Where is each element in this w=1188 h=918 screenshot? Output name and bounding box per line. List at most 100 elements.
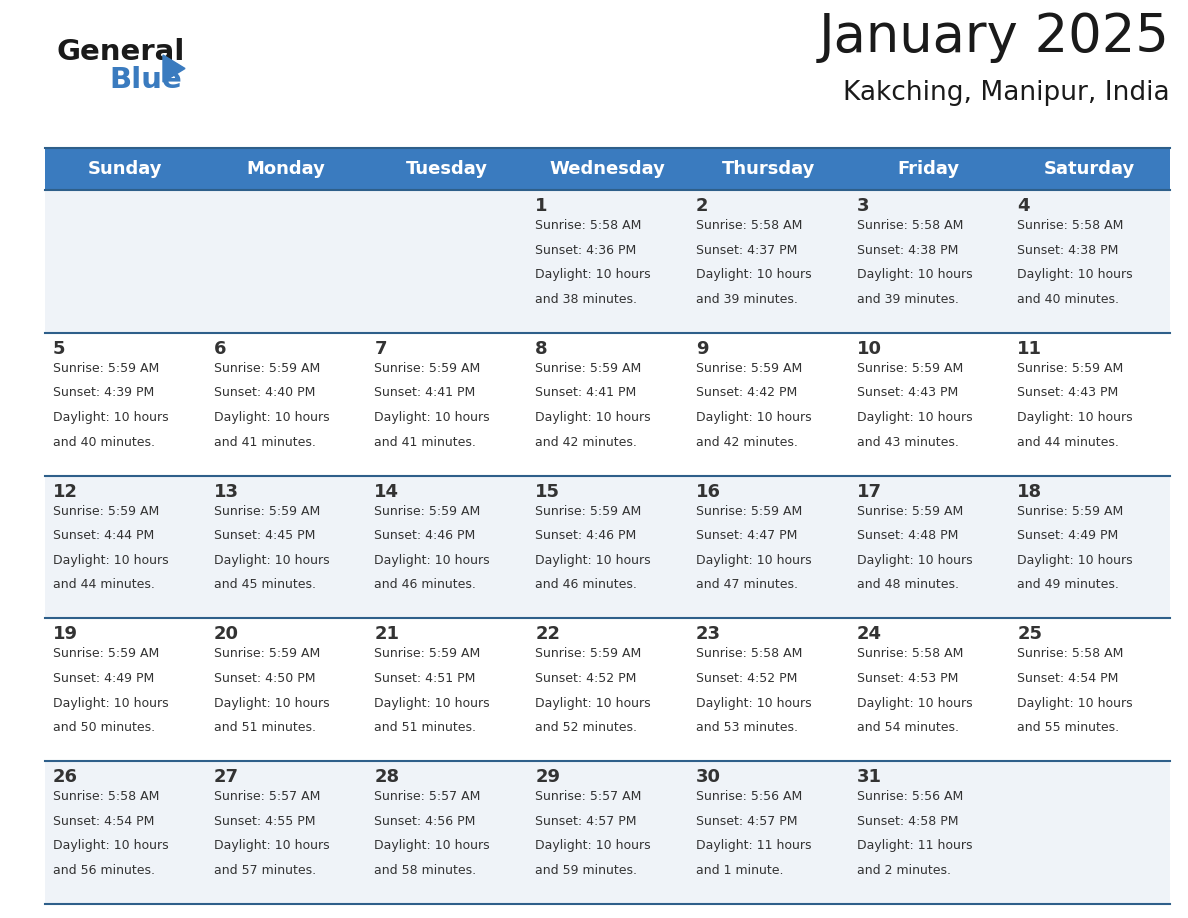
Text: Monday: Monday — [247, 160, 326, 178]
Text: and 42 minutes.: and 42 minutes. — [696, 436, 797, 449]
Text: Sunrise: 5:59 AM: Sunrise: 5:59 AM — [214, 362, 320, 375]
Text: 25: 25 — [1017, 625, 1042, 644]
Text: Sunset: 4:52 PM: Sunset: 4:52 PM — [535, 672, 637, 685]
Text: and 52 minutes.: and 52 minutes. — [535, 722, 637, 734]
Text: Daylight: 10 hours: Daylight: 10 hours — [535, 268, 651, 281]
Text: and 39 minutes.: and 39 minutes. — [857, 293, 959, 306]
Text: Sunrise: 5:59 AM: Sunrise: 5:59 AM — [535, 362, 642, 375]
Text: Daylight: 10 hours: Daylight: 10 hours — [214, 839, 329, 853]
Text: Sunrise: 5:59 AM: Sunrise: 5:59 AM — [53, 505, 159, 518]
Text: Sunrise: 5:59 AM: Sunrise: 5:59 AM — [1017, 505, 1124, 518]
Bar — [45, 476, 1170, 619]
Text: 22: 22 — [535, 625, 561, 644]
Text: and 41 minutes.: and 41 minutes. — [374, 436, 476, 449]
Text: Friday: Friday — [898, 160, 960, 178]
Text: Daylight: 10 hours: Daylight: 10 hours — [374, 554, 491, 566]
Text: Sunrise: 5:59 AM: Sunrise: 5:59 AM — [696, 362, 802, 375]
Text: Sunrise: 5:59 AM: Sunrise: 5:59 AM — [696, 505, 802, 518]
Text: Daylight: 10 hours: Daylight: 10 hours — [857, 554, 972, 566]
Text: 16: 16 — [696, 483, 721, 500]
Text: Daylight: 10 hours: Daylight: 10 hours — [374, 697, 491, 710]
Text: and 57 minutes.: and 57 minutes. — [214, 864, 316, 877]
Text: Sunset: 4:51 PM: Sunset: 4:51 PM — [374, 672, 476, 685]
Text: Sunrise: 5:56 AM: Sunrise: 5:56 AM — [696, 790, 802, 803]
Text: January 2025: January 2025 — [819, 11, 1170, 63]
Text: Sunrise: 5:59 AM: Sunrise: 5:59 AM — [535, 647, 642, 660]
Text: Daylight: 10 hours: Daylight: 10 hours — [535, 839, 651, 853]
Text: Daylight: 10 hours: Daylight: 10 hours — [696, 697, 811, 710]
Text: Daylight: 10 hours: Daylight: 10 hours — [53, 554, 169, 566]
Text: 13: 13 — [214, 483, 239, 500]
Text: Sunrise: 5:56 AM: Sunrise: 5:56 AM — [857, 790, 962, 803]
Text: 24: 24 — [857, 625, 881, 644]
Text: and 43 minutes.: and 43 minutes. — [857, 436, 959, 449]
Text: Sunrise: 5:58 AM: Sunrise: 5:58 AM — [857, 647, 963, 660]
Text: Daylight: 10 hours: Daylight: 10 hours — [214, 554, 329, 566]
Text: 26: 26 — [53, 768, 78, 786]
Bar — [45, 148, 1170, 190]
Text: and 44 minutes.: and 44 minutes. — [53, 578, 154, 591]
Text: Daylight: 10 hours: Daylight: 10 hours — [535, 697, 651, 710]
Text: 10: 10 — [857, 340, 881, 358]
Text: Sunrise: 5:58 AM: Sunrise: 5:58 AM — [857, 219, 963, 232]
Text: and 38 minutes.: and 38 minutes. — [535, 293, 637, 306]
Text: and 40 minutes.: and 40 minutes. — [53, 436, 154, 449]
Text: and 48 minutes.: and 48 minutes. — [857, 578, 959, 591]
Text: Sunset: 4:52 PM: Sunset: 4:52 PM — [696, 672, 797, 685]
Text: Sunrise: 5:57 AM: Sunrise: 5:57 AM — [535, 790, 642, 803]
Text: and 56 minutes.: and 56 minutes. — [53, 864, 154, 877]
Text: Sunset: 4:55 PM: Sunset: 4:55 PM — [214, 815, 315, 828]
Text: Daylight: 10 hours: Daylight: 10 hours — [53, 839, 169, 853]
Text: 28: 28 — [374, 768, 399, 786]
Text: 23: 23 — [696, 625, 721, 644]
Text: Kakching, Manipur, India: Kakching, Manipur, India — [843, 80, 1170, 106]
Text: Daylight: 10 hours: Daylight: 10 hours — [1017, 554, 1133, 566]
Text: 30: 30 — [696, 768, 721, 786]
Text: 8: 8 — [535, 340, 548, 358]
Text: Daylight: 10 hours: Daylight: 10 hours — [696, 411, 811, 424]
Text: 21: 21 — [374, 625, 399, 644]
Text: Sunset: 4:38 PM: Sunset: 4:38 PM — [1017, 243, 1119, 257]
Text: Thursday: Thursday — [721, 160, 815, 178]
Text: Sunset: 4:45 PM: Sunset: 4:45 PM — [214, 529, 315, 543]
Text: Daylight: 10 hours: Daylight: 10 hours — [535, 554, 651, 566]
Text: Sunday: Sunday — [88, 160, 163, 178]
Text: and 45 minutes.: and 45 minutes. — [214, 578, 316, 591]
Text: Blue: Blue — [109, 66, 182, 94]
Text: Saturday: Saturday — [1044, 160, 1136, 178]
Text: 1: 1 — [535, 197, 548, 215]
Text: 6: 6 — [214, 340, 226, 358]
Text: Sunset: 4:38 PM: Sunset: 4:38 PM — [857, 243, 958, 257]
Text: Sunrise: 5:59 AM: Sunrise: 5:59 AM — [857, 362, 962, 375]
Text: 2: 2 — [696, 197, 708, 215]
Text: and 53 minutes.: and 53 minutes. — [696, 722, 798, 734]
Text: 20: 20 — [214, 625, 239, 644]
Text: Daylight: 11 hours: Daylight: 11 hours — [696, 839, 811, 853]
Text: Sunrise: 5:59 AM: Sunrise: 5:59 AM — [535, 505, 642, 518]
Text: and 40 minutes.: and 40 minutes. — [1017, 293, 1119, 306]
Text: Sunset: 4:40 PM: Sunset: 4:40 PM — [214, 386, 315, 399]
Text: and 50 minutes.: and 50 minutes. — [53, 722, 156, 734]
Text: 3: 3 — [857, 197, 870, 215]
Text: Sunset: 4:54 PM: Sunset: 4:54 PM — [53, 815, 154, 828]
Text: and 49 minutes.: and 49 minutes. — [1017, 578, 1119, 591]
Text: Daylight: 10 hours: Daylight: 10 hours — [1017, 411, 1133, 424]
Bar — [45, 619, 1170, 761]
Text: Sunset: 4:53 PM: Sunset: 4:53 PM — [857, 672, 958, 685]
Text: Daylight: 10 hours: Daylight: 10 hours — [374, 411, 491, 424]
Text: Sunrise: 5:58 AM: Sunrise: 5:58 AM — [696, 219, 802, 232]
Text: Sunset: 4:37 PM: Sunset: 4:37 PM — [696, 243, 797, 257]
Text: Daylight: 10 hours: Daylight: 10 hours — [374, 839, 491, 853]
Text: Sunset: 4:44 PM: Sunset: 4:44 PM — [53, 529, 154, 543]
Text: Sunset: 4:46 PM: Sunset: 4:46 PM — [374, 529, 475, 543]
Text: 5: 5 — [53, 340, 65, 358]
Bar — [45, 333, 1170, 476]
Text: Sunrise: 5:58 AM: Sunrise: 5:58 AM — [1017, 647, 1124, 660]
Polygon shape — [163, 55, 185, 82]
Text: Daylight: 10 hours: Daylight: 10 hours — [696, 268, 811, 281]
Text: Sunrise: 5:59 AM: Sunrise: 5:59 AM — [53, 362, 159, 375]
Text: Sunset: 4:46 PM: Sunset: 4:46 PM — [535, 529, 637, 543]
Text: Wednesday: Wednesday — [550, 160, 665, 178]
Text: and 51 minutes.: and 51 minutes. — [374, 722, 476, 734]
Text: 9: 9 — [696, 340, 708, 358]
